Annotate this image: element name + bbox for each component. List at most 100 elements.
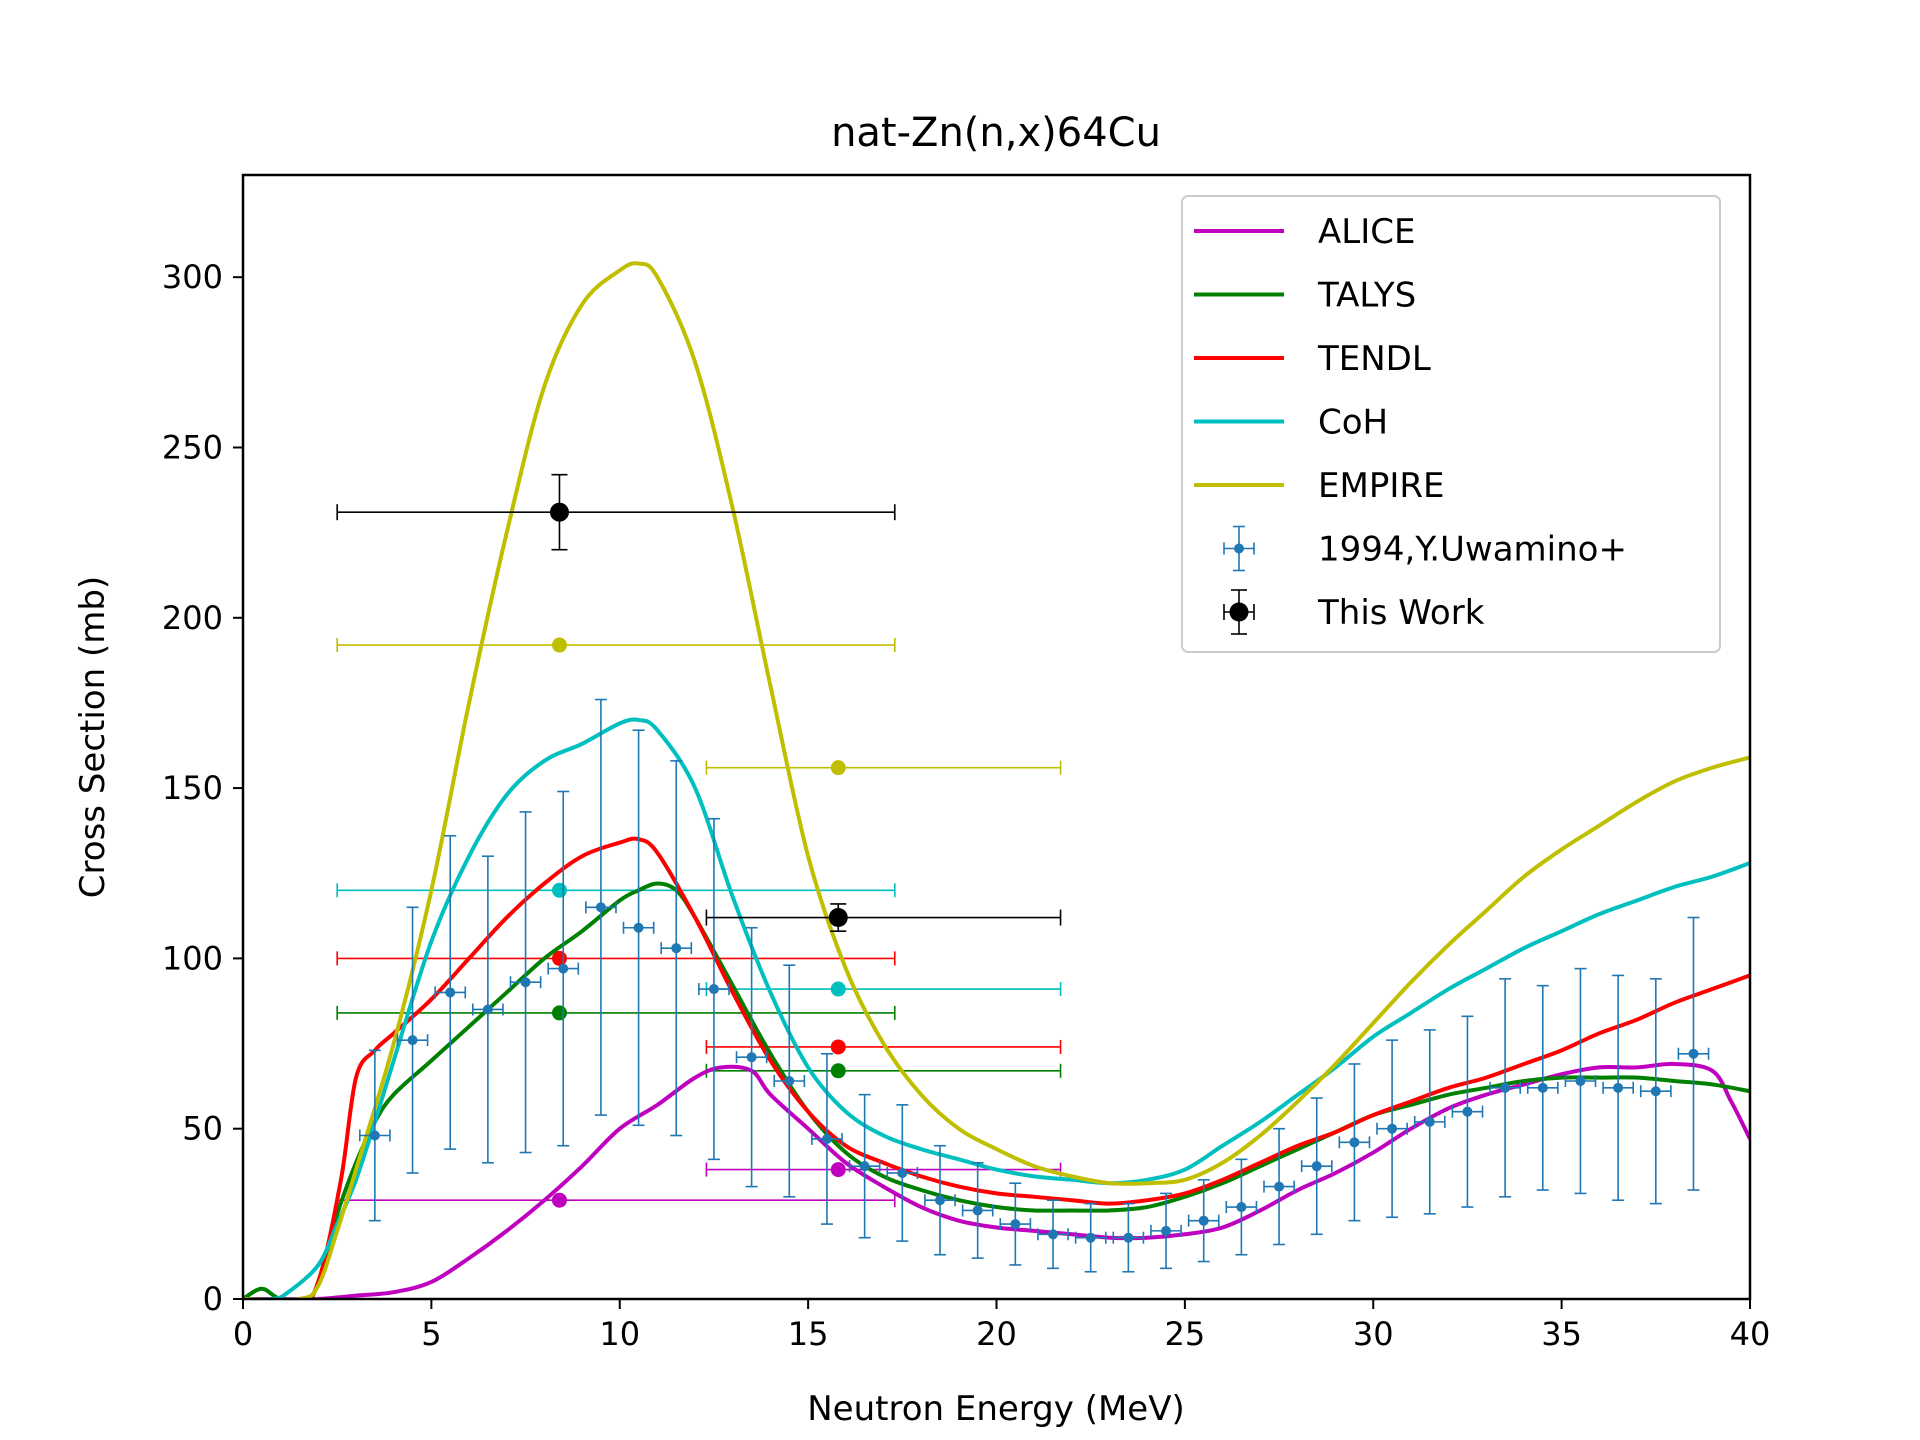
legend-label: TALYS [1317, 276, 1416, 316]
legend-item-coh: CoH [1194, 403, 1388, 443]
legend-label: This Work [1317, 593, 1485, 633]
legend-label: 1994,Y.Uwamino+ [1318, 530, 1627, 570]
data-marker [482, 1004, 493, 1015]
y-tick-label: 200 [162, 599, 223, 637]
curve-talys [243, 881, 1750, 1299]
average-point [551, 1192, 567, 1208]
x-tick-label: 25 [1165, 1315, 1206, 1353]
x-axis-label: Neutron Energy (MeV) [807, 1389, 1185, 1429]
y-axis-label: Cross Section (mb) [73, 576, 113, 898]
data-point-1994-y-uwamino [1187, 1178, 1220, 1263]
average-marker-tendl [336, 950, 896, 966]
data-point-this-work [705, 903, 1062, 932]
x-tick-label: 20 [976, 1315, 1017, 1353]
data-point-1994-y-uwamino [1074, 1202, 1107, 1273]
data-point-1994-y-uwamino [1263, 1127, 1295, 1246]
data-marker [1650, 1086, 1661, 1097]
legend-marker [1229, 602, 1249, 622]
x-tick-label: 15 [788, 1315, 829, 1353]
data-point-1994-y-uwamino [1564, 967, 1597, 1195]
data-marker [746, 1052, 757, 1063]
x-tick-label: 40 [1730, 1315, 1771, 1353]
legend-box [1181, 195, 1721, 653]
data-point-1994-y-uwamino [848, 1093, 881, 1239]
data-point-1994-y-uwamino [735, 926, 768, 1188]
data-marker [633, 922, 644, 933]
data-point-1994-y-uwamino [1376, 1039, 1408, 1219]
data-point-1994-y-uwamino [1451, 1015, 1484, 1208]
x-tick-label: 10 [599, 1315, 640, 1353]
data-point-1994-y-uwamino [1112, 1202, 1145, 1273]
data-marker [1123, 1232, 1134, 1243]
legend-item-1994-y-uwamino: 1994,Y.Uwamino+ [1223, 525, 1627, 572]
data-marker [821, 1133, 832, 1144]
data-point-1994-y-uwamino [1225, 1158, 1258, 1256]
data-point-1994-y-uwamino [1489, 978, 1521, 1198]
experimental-points [336, 473, 1710, 1273]
data-point-1994-y-uwamino [924, 1144, 956, 1256]
data-marker [595, 902, 606, 913]
data-point-1994-y-uwamino [1602, 974, 1635, 1202]
y-tick-label: 0 [203, 1280, 223, 1318]
curve-alice [243, 1061, 1750, 1299]
data-point-1994-y-uwamino [622, 729, 655, 1127]
data-marker [520, 977, 531, 988]
data-marker [828, 908, 848, 928]
x-tick-label: 35 [1541, 1315, 1582, 1353]
model-curves [243, 261, 1750, 1299]
average-point [830, 1162, 846, 1178]
data-point-1994-y-uwamino [999, 1182, 1032, 1266]
average-point [830, 981, 846, 997]
data-marker [972, 1205, 983, 1216]
average-marker-empire [336, 637, 896, 653]
data-point-1994-y-uwamino [660, 760, 693, 1137]
x-tick-label: 30 [1353, 1315, 1394, 1353]
data-point-1994-y-uwamino [509, 811, 542, 1154]
data-marker [897, 1167, 908, 1178]
data-marker [1387, 1123, 1398, 1134]
data-marker [549, 502, 569, 522]
data-point-1994-y-uwamino [886, 1104, 919, 1242]
average-marker-coh [705, 981, 1062, 997]
y-tick-label: 100 [162, 939, 223, 977]
legend-item-tendl: TENDL [1194, 339, 1431, 379]
legend-label: ALICE [1318, 212, 1415, 252]
data-marker [1424, 1116, 1435, 1127]
legend-label: TENDL [1317, 339, 1431, 379]
data-marker [1010, 1219, 1021, 1230]
curve-empire [243, 261, 1750, 1299]
legend-item-talys: TALYS [1194, 276, 1416, 316]
data-marker [1274, 1181, 1285, 1192]
data-point-1994-y-uwamino [472, 855, 504, 1164]
average-point [830, 760, 846, 776]
data-point-1994-y-uwamino [358, 1049, 391, 1222]
data-marker [1048, 1229, 1059, 1240]
average-marker-alice [336, 1192, 896, 1208]
data-marker [1236, 1202, 1247, 1213]
average-point [830, 1039, 846, 1055]
data-point-1994-y-uwamino [1677, 916, 1710, 1191]
y-tick-label: 250 [162, 428, 223, 466]
data-point-this-work [336, 473, 896, 551]
data-marker [369, 1130, 380, 1141]
data-marker [1198, 1215, 1209, 1226]
data-point-1994-y-uwamino [1413, 1029, 1446, 1215]
legend-swatch [1223, 525, 1255, 572]
chart-title: nat-Zn(n,x)64Cu [831, 110, 1161, 156]
axes: 0 5 10 15 20 25 30 35 40 0 50 100 150 200 250 300 [162, 258, 1770, 1353]
y-tick-label: 50 [182, 1110, 223, 1148]
y-tick-label: 150 [162, 769, 223, 807]
legend-item-alice: ALICE [1194, 212, 1415, 252]
data-point-1994-y-uwamino [547, 790, 580, 1147]
data-point-1994-y-uwamino [1037, 1199, 1069, 1270]
data-marker [1349, 1137, 1360, 1148]
data-marker [445, 987, 456, 998]
data-marker [784, 1076, 795, 1087]
data-marker [1311, 1161, 1322, 1172]
data-marker [1575, 1076, 1586, 1087]
average-marker-talys [705, 1063, 1062, 1079]
data-marker [1537, 1082, 1548, 1093]
data-marker [934, 1195, 945, 1206]
data-point-1994-y-uwamino [434, 834, 467, 1150]
